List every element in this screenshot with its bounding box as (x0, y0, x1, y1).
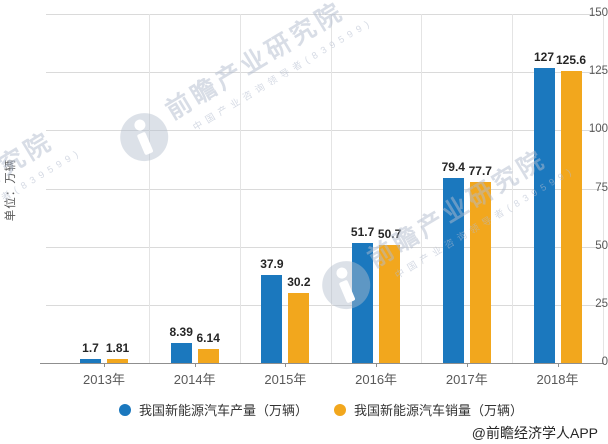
x-axis-tick (376, 363, 378, 367)
gridline-x (512, 14, 514, 363)
gridline-x (240, 14, 242, 363)
bar-production (80, 359, 101, 363)
bar-production (442, 178, 464, 363)
gridline-x (330, 14, 332, 363)
bar-value-label: 50.7 (377, 227, 402, 242)
bar-production (170, 343, 192, 363)
y-tick-label: 125 (588, 65, 608, 78)
x-tick-label: 2018年 (536, 372, 579, 387)
gridline-y-125 (46, 72, 604, 74)
gridline-y-50 (46, 246, 604, 248)
legend-dot-icon (334, 403, 346, 416)
x-tick-label: 2016年 (355, 372, 398, 387)
legend-label: 我国新能源汽车销量（万辆） (354, 403, 524, 418)
bar-sales (197, 348, 219, 363)
plot-area: 1.7 1.81 8.39 6.14 37.9 30.2 51.7 50.7 79.4 77.7 1… (40, 14, 604, 367)
bar-value-label: 1.81 (105, 340, 130, 355)
legend-item: 我国新能源汽车销量（万辆） (334, 400, 523, 419)
x-axis-line (40, 363, 604, 364)
gridline-y-25 (46, 304, 604, 306)
gridline-y-150 (46, 14, 604, 15)
gridline-x (421, 14, 423, 363)
x-axis-tick (557, 363, 559, 367)
bar-sales (469, 182, 491, 363)
x-tick-label: 2017年 (445, 372, 488, 387)
bar-value-label: 1.7 (82, 341, 99, 356)
x-axis-tick (104, 363, 105, 367)
legend-item: 我国新能源汽车产量（万辆） (118, 400, 308, 419)
bar-value-label: 30.2 (287, 274, 311, 289)
bar-sales (107, 358, 128, 363)
bar-value-label: 6.14 (196, 330, 220, 345)
bar-sales (379, 245, 401, 363)
bar-production (533, 67, 555, 363)
x-axis-tick (194, 363, 196, 367)
y-tick-label: 50 (595, 239, 608, 252)
gridline-y-100 (46, 130, 604, 132)
gridline-y-75 (46, 188, 604, 190)
bar-sales (288, 292, 310, 363)
y-tick-label: 150 (588, 7, 608, 19)
y-axis-title: 单位：万辆 (5, 158, 17, 222)
x-axis-tick (466, 363, 468, 367)
gridline-x (149, 14, 151, 363)
bar-value-label: 37.9 (260, 256, 284, 271)
gridline-x (602, 14, 604, 363)
bar-production (261, 274, 283, 363)
legend-label: 我国新能源汽车产量（万辆） (138, 403, 308, 418)
bar-value-label: 51.7 (350, 224, 375, 239)
bar-value-label: 127 (533, 49, 555, 64)
bar-value-label: 79.4 (441, 160, 465, 175)
y-tick-label: 75 (595, 181, 608, 194)
x-tick-label: 2013年 (83, 372, 125, 387)
bar-value-label: 77.7 (468, 164, 492, 179)
x-axis-tick (285, 363, 287, 367)
copyright-text: @前瞻经济学人APP (471, 425, 598, 441)
legend: 我国新能源汽车产量（万辆） 我国新能源汽车销量（万辆） (0, 400, 608, 419)
y-tick-label: 0 (601, 356, 608, 368)
bar-value-label: 125.6 (555, 52, 587, 67)
y-tick-label: 100 (588, 123, 608, 136)
bar-production (352, 242, 374, 363)
legend-dot-icon (118, 403, 131, 416)
bar-sales (560, 70, 582, 363)
x-tick-label: 2014年 (173, 372, 216, 387)
y-tick-label: 25 (595, 297, 608, 310)
x-tick-label: 2015年 (264, 372, 307, 387)
bar-value-label: 8.39 (169, 325, 193, 340)
